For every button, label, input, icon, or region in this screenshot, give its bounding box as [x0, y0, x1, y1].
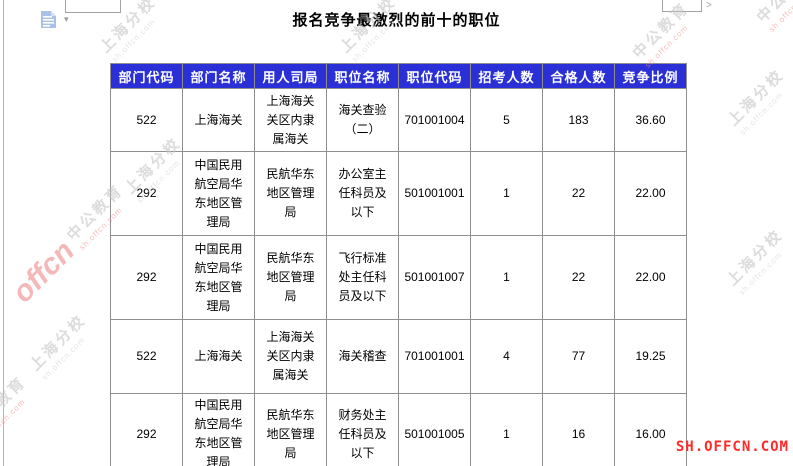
cell-dept-name: 中国民用航空局华东地区管理局 — [182, 393, 255, 466]
cell-post-code: 501001001 — [398, 151, 471, 236]
watermark-branch-sub: sh.offcn.com — [738, 90, 785, 137]
watermark-branch-sub: sh.offcn.com — [40, 335, 87, 382]
cell-post-name: 海关稽查 — [326, 319, 399, 394]
column-header-bureau: 用人司局 — [254, 63, 327, 89]
table-row: 292 中国民用航空局华东地区管理局 民航华东地区管理局 财务处主任科员及以下 … — [110, 393, 687, 466]
cell-dept-name: 中国民用航空局华东地区管理局 — [182, 235, 255, 320]
column-header-dept-code: 部门代码 — [110, 63, 183, 89]
table-row: 522 上海海关 上海海关关区内隶属海关 海关稽查 701001001 4 77… — [110, 319, 687, 394]
cell-dept-code: 292 — [110, 235, 183, 320]
column-header-passed-num: 合格人数 — [542, 63, 615, 89]
cell-dept-code: 292 — [110, 393, 183, 466]
cell-post-name: 财务处主任科员及以下 — [326, 393, 399, 466]
table-row: 292 中国民用航空局华东地区管理局 民航华东地区管理局 飞行标准处主任科员及以… — [110, 235, 687, 320]
cell-ratio: 16.00 — [614, 393, 687, 466]
cell-bureau: 民航华东地区管理局 — [254, 393, 327, 466]
cell-dept-code: 292 — [110, 151, 183, 236]
column-header-recruit-num: 招考人数 — [470, 63, 543, 89]
cell-bureau: 民航华东地区管理局 — [254, 151, 327, 236]
cell-post-name: 飞行标准处主任科员及以下 — [326, 235, 399, 320]
cell-post-name: 办公室主任科员及以下 — [326, 151, 399, 236]
table-row: 292 中国民用航空局华东地区管理局 民航华东地区管理局 办公室主任科员及以下 … — [110, 151, 687, 236]
cell-recruit-num: 5 — [470, 88, 543, 152]
cell-ratio: 19.25 — [614, 319, 687, 394]
anchor-box — [65, 0, 121, 13]
column-header-dept-name: 部门名称 — [182, 63, 255, 89]
watermark-brand-text: 中公教育 — [0, 373, 30, 437]
watermark-branch: 上海分校 sh.offcn.com — [722, 224, 793, 297]
paste-options-button[interactable]: ▾ — [40, 10, 78, 30]
cell-bureau: 民航华东地区管理局 — [254, 235, 327, 320]
cell-dept-code: 522 — [110, 88, 183, 152]
page-title: 报名竞争最激烈的前十的职位 — [292, 12, 501, 29]
watermark-branch-text: 上海分校 — [723, 226, 787, 290]
cell-post-name: 海关查验（二） — [326, 88, 399, 152]
watermark-branch-text: 上海分校 — [724, 66, 788, 130]
cell-post-code: 701001004 — [398, 88, 471, 152]
footer-brand: SH.OFFCN.COM — [675, 439, 789, 455]
cell-bureau: 上海海关关区内隶属海关 — [254, 319, 327, 394]
page-edge-line — [3, 0, 4, 466]
cell-recruit-num: 1 — [470, 393, 543, 466]
cell-dept-name: 上海海关 — [182, 319, 255, 394]
anchor-chevron-icon: > — [706, 0, 712, 11]
header-row: 部门代码 部门名称 用人司局 职位名称 职位代码 招考人数 合格人数 竞争比例 — [110, 63, 687, 89]
cell-recruit-num: 1 — [470, 151, 543, 236]
watermark-brand: 中公教育 sh.offcn.com — [0, 371, 37, 444]
cell-bureau: 上海海关关区内隶属海关 — [254, 88, 327, 152]
cell-passed-num: 183 — [542, 88, 615, 152]
watermark-branch: 上海分校 sh.offcn.com — [723, 64, 793, 137]
watermark-branch-text: 上海分校 — [26, 311, 90, 375]
cell-post-code: 501001007 — [398, 235, 471, 320]
dropdown-caret-icon[interactable]: ▾ — [64, 14, 69, 24]
cell-recruit-num: 1 — [470, 235, 543, 320]
cell-post-code: 701001001 — [398, 319, 471, 394]
cell-ratio: 22.00 — [614, 235, 687, 320]
watermark-branch-sub: sh.offcn.com — [737, 250, 784, 297]
cell-recruit-num: 4 — [470, 319, 543, 394]
cell-dept-name: 中国民用航空局华东地区管理局 — [182, 151, 255, 236]
column-header-post-name: 职位名称 — [326, 63, 399, 89]
cell-dept-code: 522 — [110, 319, 183, 394]
cell-passed-num: 22 — [542, 235, 615, 320]
cell-passed-num: 77 — [542, 319, 615, 394]
watermark-branch: 上海分校 sh.offcn.com — [25, 309, 98, 382]
watermark-brand-sub: sh.offcn.com — [0, 397, 27, 444]
paste-options-icon — [41, 11, 56, 28]
data-table: 部门代码 部门名称 用人司局 职位名称 职位代码 招考人数 合格人数 竞争比例 … — [110, 63, 687, 466]
offcn-logo: offcn — [6, 234, 81, 310]
cell-ratio: 36.60 — [614, 88, 687, 152]
column-header-ratio: 竞争比例 — [614, 63, 687, 89]
anchor-box — [662, 0, 702, 12]
column-header-post-code: 职位代码 — [398, 63, 471, 89]
cell-passed-num: 16 — [542, 393, 615, 466]
cell-passed-num: 22 — [542, 151, 615, 236]
cell-post-code: 501001005 — [398, 393, 471, 466]
cell-dept-name: 上海海关 — [182, 88, 255, 152]
table-row: 522 上海海关 上海海关关区内隶属海关 海关查验（二） 701001004 5… — [110, 88, 687, 152]
cell-ratio: 22.00 — [614, 151, 687, 236]
